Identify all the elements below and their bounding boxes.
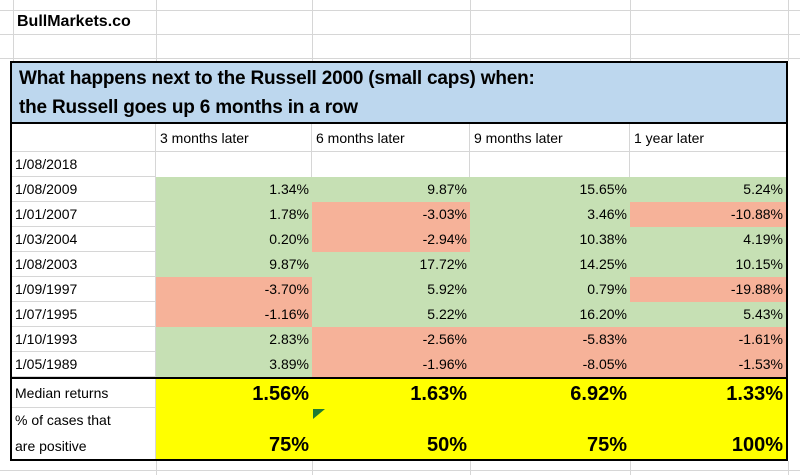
positive-rate-label[interactable]: % of cases that are positive bbox=[12, 408, 156, 459]
gridline bbox=[312, 461, 313, 475]
median-value: 6.92% bbox=[570, 382, 627, 405]
table-cell[interactable]: 5.92% bbox=[312, 277, 470, 302]
gridline bbox=[788, 0, 789, 61]
positive-rate-label-line-1: % of cases that bbox=[15, 412, 111, 428]
table-cell[interactable]: 2.83% bbox=[156, 327, 312, 352]
table-cell[interactable]: -1.96% bbox=[312, 352, 470, 377]
positive-rate-label-line-2: are positive bbox=[15, 437, 87, 454]
table-row: 1/09/1997 -3.70% 5.92% 0.79% -19.88% bbox=[12, 277, 786, 302]
row-date[interactable]: 1/08/2018 bbox=[12, 152, 156, 177]
gridline bbox=[0, 10, 800, 11]
median-row: Median returns 1.56% 1.63% 6.92% 1.33% bbox=[12, 379, 786, 408]
row-date[interactable]: 1/03/2004 bbox=[12, 227, 156, 252]
median-value: 1.63% bbox=[410, 382, 467, 405]
results-table: 3 months later 6 months later 9 months l… bbox=[10, 124, 788, 461]
positive-rate-value: 75% bbox=[268, 434, 309, 456]
median-value: 1.33% bbox=[726, 382, 783, 405]
gridline bbox=[630, 461, 631, 475]
table-row: 1/03/2004 0.20% -2.94% 10.38% 4.19% bbox=[12, 227, 786, 252]
positive-rate-value: 50% bbox=[426, 434, 467, 456]
gridline bbox=[156, 461, 157, 475]
table-cell[interactable]: 10.38% bbox=[470, 227, 630, 252]
title-line-1: What happens next to the Russell 2000 (s… bbox=[19, 68, 535, 89]
table-row: 1/07/1995 -1.16% 5.22% 16.20% 5.43% bbox=[12, 302, 786, 327]
table-cell[interactable]: 10.15% bbox=[630, 252, 786, 277]
positive-rate-value: 100% bbox=[731, 434, 783, 456]
gridline bbox=[630, 0, 631, 61]
header-row: 3 months later 6 months later 9 months l… bbox=[12, 124, 786, 152]
table-cell[interactable]: -1.16% bbox=[156, 302, 312, 327]
row-date[interactable]: 1/07/1995 bbox=[12, 302, 156, 327]
corner-cell[interactable] bbox=[12, 124, 156, 152]
table-cell[interactable]: 1.78% bbox=[156, 202, 312, 227]
table-cell[interactable]: -1.61% bbox=[630, 327, 786, 352]
table-cell[interactable]: 16.20% bbox=[470, 302, 630, 327]
table-cell[interactable]: -2.94% bbox=[312, 227, 470, 252]
table-row: 1/08/2018 bbox=[12, 152, 786, 177]
table-cell[interactable]: 14.25% bbox=[470, 252, 630, 277]
table-cell[interactable]: 9.87% bbox=[312, 177, 470, 202]
table-cell[interactable]: 5.24% bbox=[630, 177, 786, 202]
table-cell[interactable]: -19.88% bbox=[630, 277, 786, 302]
gridline bbox=[788, 461, 789, 475]
table-cell[interactable]: 5.22% bbox=[312, 302, 470, 327]
gridline bbox=[312, 0, 313, 61]
median-value: 1.56% bbox=[252, 382, 309, 405]
table-cell[interactable]: 17.72% bbox=[312, 252, 470, 277]
table-row: 1/05/1989 3.89% -1.96% -8.05% -1.53% bbox=[12, 352, 786, 377]
positive-rate-value: 75% bbox=[586, 434, 627, 456]
table-cell[interactable] bbox=[156, 152, 312, 177]
median-values-cell[interactable]: 1.56% 1.63% 6.92% 1.33% bbox=[156, 379, 786, 408]
row-date[interactable]: 1/01/2007 bbox=[12, 202, 156, 227]
gridline bbox=[470, 0, 471, 61]
table-cell[interactable]: 1.34% bbox=[156, 177, 312, 202]
table-row: 1/08/2003 9.87% 17.72% 14.25% 10.15% bbox=[12, 252, 786, 277]
positive-rate-row: % of cases that are positive 75% 50% 75%… bbox=[12, 408, 786, 459]
table-cell[interactable]: -8.05% bbox=[470, 352, 630, 377]
table-cell[interactable] bbox=[312, 152, 470, 177]
column-header-6-months[interactable]: 6 months later bbox=[312, 124, 470, 152]
column-header-1-year[interactable]: 1 year later bbox=[630, 124, 786, 152]
gridline bbox=[470, 461, 471, 475]
table-cell[interactable]: 3.46% bbox=[470, 202, 630, 227]
formula-flag-icon bbox=[313, 409, 325, 419]
table-cell[interactable]: -3.03% bbox=[312, 202, 470, 227]
title-line-2: the Russell goes up 6 months in a row bbox=[19, 97, 358, 118]
table-cell[interactable]: 0.20% bbox=[156, 227, 312, 252]
row-date[interactable]: 1/08/2003 bbox=[12, 252, 156, 277]
gridline bbox=[13, 0, 14, 61]
gridline bbox=[0, 58, 800, 59]
positive-values-cell[interactable]: 75% 50% 75% 100% bbox=[156, 408, 786, 459]
table-cell[interactable]: 3.89% bbox=[156, 352, 312, 377]
median-returns-label[interactable]: Median returns bbox=[12, 379, 156, 408]
gridline bbox=[156, 0, 157, 61]
table-cell[interactable] bbox=[470, 152, 630, 177]
brand-text: BullMarkets.co bbox=[17, 13, 131, 30]
gridline bbox=[0, 470, 800, 471]
summary-divider bbox=[12, 377, 786, 379]
table-cell[interactable]: -1.53% bbox=[630, 352, 786, 377]
table-cell[interactable]: -3.70% bbox=[156, 277, 312, 302]
table-row: 1/08/2009 1.34% 9.87% 15.65% 5.24% bbox=[12, 177, 786, 202]
table-row: 1/01/2007 1.78% -3.03% 3.46% -10.88% bbox=[12, 202, 786, 227]
row-date[interactable]: 1/08/2009 bbox=[12, 177, 156, 202]
table-cell[interactable]: -10.88% bbox=[630, 202, 786, 227]
row-date[interactable]: 1/10/1993 bbox=[12, 327, 156, 352]
row-date[interactable]: 1/05/1989 bbox=[12, 352, 156, 377]
row-date[interactable]: 1/09/1997 bbox=[12, 277, 156, 302]
table-cell[interactable]: 5.43% bbox=[630, 302, 786, 327]
table-row: 1/10/1993 2.83% -2.56% -5.83% -1.61% bbox=[12, 327, 786, 352]
title-block[interactable]: What happens next to the Russell 2000 (s… bbox=[10, 61, 788, 124]
table-cell[interactable]: -5.83% bbox=[470, 327, 630, 352]
table-cell[interactable]: 15.65% bbox=[470, 177, 630, 202]
table-cell[interactable]: 0.79% bbox=[470, 277, 630, 302]
column-header-9-months[interactable]: 9 months later bbox=[470, 124, 630, 152]
column-header-3-months[interactable]: 3 months later bbox=[156, 124, 312, 152]
table-cell[interactable] bbox=[630, 152, 786, 177]
table-cell[interactable]: 4.19% bbox=[630, 227, 786, 252]
gridline bbox=[0, 34, 800, 35]
table-cell[interactable]: 9.87% bbox=[156, 252, 312, 277]
table-cell[interactable]: -2.56% bbox=[312, 327, 470, 352]
